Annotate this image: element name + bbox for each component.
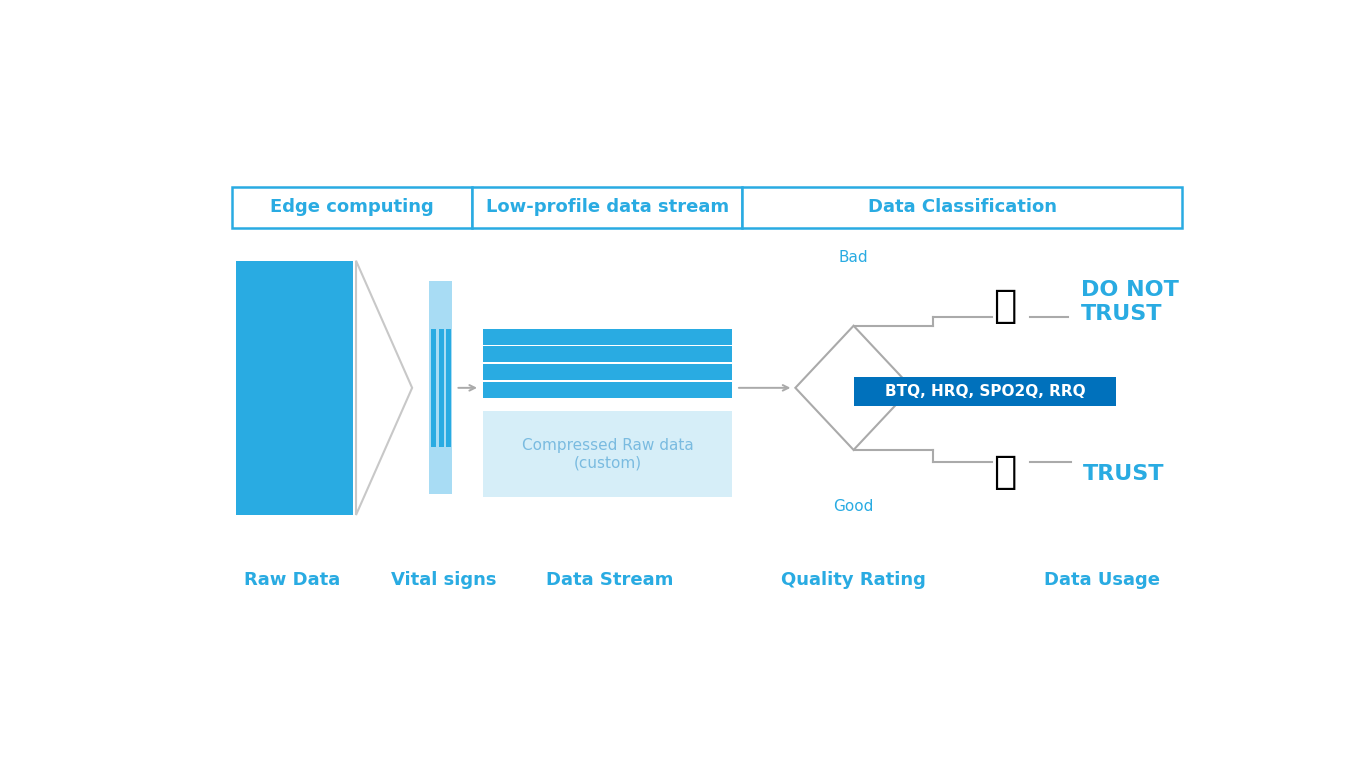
Text: Quality Rating: Quality Rating (781, 571, 926, 589)
Polygon shape (357, 260, 413, 515)
Polygon shape (795, 326, 912, 450)
FancyBboxPatch shape (236, 260, 352, 515)
FancyBboxPatch shape (484, 364, 732, 380)
Text: Edge computing: Edge computing (270, 198, 434, 217)
Text: Vital signs: Vital signs (391, 571, 497, 589)
Text: TRUST: TRUST (1083, 464, 1165, 484)
Text: Raw Data: Raw Data (245, 571, 340, 589)
Text: 👍: 👍 (993, 453, 1016, 491)
Text: Data Usage: Data Usage (1045, 571, 1160, 589)
Text: 👎: 👎 (993, 287, 1016, 325)
Text: Good: Good (833, 498, 874, 514)
FancyBboxPatch shape (484, 329, 732, 345)
FancyBboxPatch shape (445, 329, 451, 447)
FancyBboxPatch shape (484, 346, 732, 362)
FancyBboxPatch shape (429, 281, 452, 495)
FancyBboxPatch shape (854, 377, 1116, 406)
FancyBboxPatch shape (473, 187, 743, 228)
FancyBboxPatch shape (484, 412, 732, 497)
Text: Data Stream: Data Stream (546, 571, 673, 589)
FancyBboxPatch shape (232, 187, 473, 228)
FancyBboxPatch shape (484, 382, 732, 398)
Text: DO NOT
TRUST: DO NOT TRUST (1082, 280, 1179, 323)
Text: BTQ, HRQ, SPO2Q, RRQ: BTQ, HRQ, SPO2Q, RRQ (885, 384, 1085, 399)
FancyBboxPatch shape (432, 329, 437, 447)
Text: Data Classification: Data Classification (867, 198, 1056, 217)
FancyBboxPatch shape (438, 329, 444, 447)
Text: Low-profile data stream: Low-profile data stream (486, 198, 729, 217)
FancyBboxPatch shape (743, 187, 1182, 228)
Text: Bad: Bad (839, 250, 869, 265)
Text: Compressed Raw data
(custom): Compressed Raw data (custom) (522, 439, 694, 471)
